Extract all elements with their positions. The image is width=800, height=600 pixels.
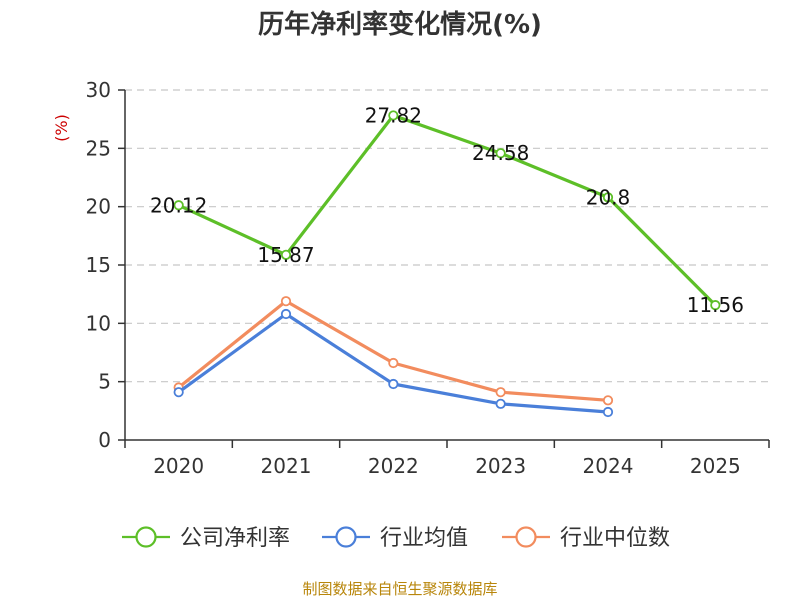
data-point [495, 398, 506, 409]
x-tick-label: 2024 [583, 454, 634, 478]
data-label: 20.12 [150, 193, 207, 217]
legend: 公司净利率 行业均值 行业中位数 [122, 526, 670, 551]
x-tick-label: 2023 [475, 454, 526, 478]
legend-marker [135, 526, 157, 548]
data-point [602, 406, 614, 418]
data-label: 15.87 [257, 243, 314, 267]
y-axis-unit-label: (%) [52, 114, 71, 142]
y-tick-label: 5 [98, 370, 111, 394]
y-tick-label: 30 [86, 78, 111, 102]
x-tick-label: 2022 [368, 454, 419, 478]
y-tick-label: 15 [86, 253, 111, 277]
legend-label: 公司净利率 [180, 526, 290, 551]
data-point [710, 300, 721, 311]
data-label: 11.56 [687, 293, 744, 317]
data-labels: 20.12 15.87 27.82 24.58 20.8 11.56 [150, 103, 744, 317]
data-point [602, 192, 614, 203]
data-point [280, 308, 292, 320]
legend-marker [335, 526, 357, 548]
data-point [280, 296, 292, 307]
data-point [280, 249, 292, 260]
x-tick-label: 2025 [690, 454, 741, 478]
data-point [602, 395, 614, 406]
series-layer [173, 110, 721, 418]
legend-label: 行业中位数 [560, 526, 670, 551]
data-label: 24.58 [472, 141, 529, 165]
legend-marker [515, 526, 537, 548]
data-point [388, 357, 399, 369]
data-point [495, 148, 506, 159]
y-tick-label: 25 [86, 136, 111, 160]
data-point [173, 387, 184, 398]
data-point [388, 378, 399, 390]
legend-label: 行业均值 [380, 526, 468, 551]
data-point [173, 200, 184, 211]
data-point [388, 110, 399, 121]
data-point [495, 387, 506, 398]
source-note: 制图数据来自恒生聚源数据库 [302, 580, 497, 598]
x-tick-label: 2020 [153, 454, 204, 478]
y-tick-label: 10 [86, 311, 111, 335]
data-label: 27.82 [365, 103, 422, 127]
y-tick-label: 20 [86, 195, 111, 219]
data-label: 20.8 [586, 185, 631, 209]
series-line [177, 113, 717, 307]
x-tick-label: 2021 [261, 454, 312, 478]
y-tick-label: 0 [98, 428, 111, 452]
chart-title: 历年净利率变化情况(%) [258, 9, 542, 40]
